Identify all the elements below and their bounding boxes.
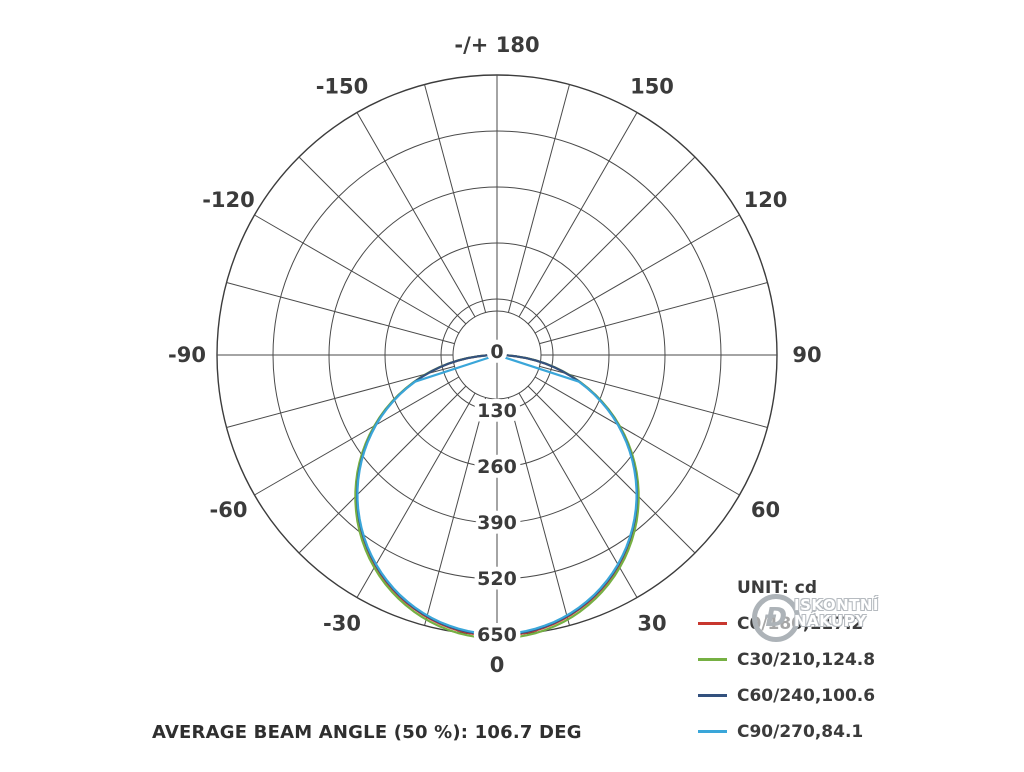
radial-tick-label: 520 (477, 568, 517, 590)
legend-swatch-c60 (698, 694, 727, 697)
grid-spoke (539, 282, 768, 345)
angle-tick-label: -/+ 180 (454, 33, 539, 57)
grid-spoke (254, 376, 460, 496)
angle-tick-label: 150 (630, 75, 674, 99)
angle-tick-label: -90 (168, 343, 206, 367)
legend-swatch-c90 (698, 730, 727, 733)
grid-spoke (424, 84, 487, 313)
legend-label-c90: C90/270,84.1 (737, 721, 864, 742)
angle-tick-label: 30 (637, 612, 666, 636)
angle-tick-label: 0 (490, 653, 505, 677)
grid-spoke (298, 385, 467, 554)
grid-spoke (527, 385, 696, 554)
curve-3 (356, 353, 638, 636)
grid-spoke (527, 156, 696, 325)
radial-tick-label: 650 (477, 624, 517, 646)
grid-spoke (534, 214, 740, 334)
legend-swatch-c0 (698, 622, 727, 625)
legend-label-c60: C60/240,100.6 (737, 685, 876, 706)
radial-tick-label: 390 (477, 512, 517, 534)
radial-tick-label: 130 (477, 400, 517, 422)
angle-tick-label: 90 (792, 343, 821, 367)
angle-tick-label: -120 (202, 188, 255, 212)
radial-tick-label: 260 (477, 456, 517, 478)
grid-spoke (507, 397, 570, 626)
grid-spoke (254, 214, 460, 334)
legend-label-c0: C0/180,117.2 (737, 613, 864, 634)
angle-tick-label: -30 (323, 612, 361, 636)
legend-item-c60: C60/240,100.6 (698, 684, 938, 707)
angle-tick-label: -60 (210, 498, 248, 522)
angle-tick-label: 60 (751, 498, 780, 522)
grid-spoke (534, 376, 740, 496)
legend-item-c30: C30/210,124.8 (698, 648, 938, 671)
legend-label-c30: C30/210,124.8 (737, 649, 876, 670)
grid-spoke (356, 112, 476, 318)
grid-spoke (226, 365, 455, 428)
grid-spoke (226, 282, 455, 345)
grid-spoke (298, 156, 467, 325)
legend: UNIT: cd C0/180,117.2 C30/210,124.8 C60/… (698, 578, 938, 756)
radial-tick-label: 0 (490, 341, 503, 363)
unit-label: UNIT: cd (737, 578, 817, 598)
legend-item-c0: C0/180,117.2 (698, 612, 938, 635)
angle-tick-label: 120 (744, 188, 788, 212)
grid-spoke (539, 365, 768, 428)
grid-spoke (518, 112, 638, 318)
beam-angle-caption: AVERAGE BEAM ANGLE (50 %): 106.7 DEG (152, 722, 582, 743)
grid-spoke (424, 397, 487, 626)
angle-tick-label: -150 (316, 75, 369, 99)
grid-spoke (507, 84, 570, 313)
legend-item-c90: C90/270,84.1 (698, 720, 938, 743)
legend-swatch-c30 (698, 658, 727, 661)
